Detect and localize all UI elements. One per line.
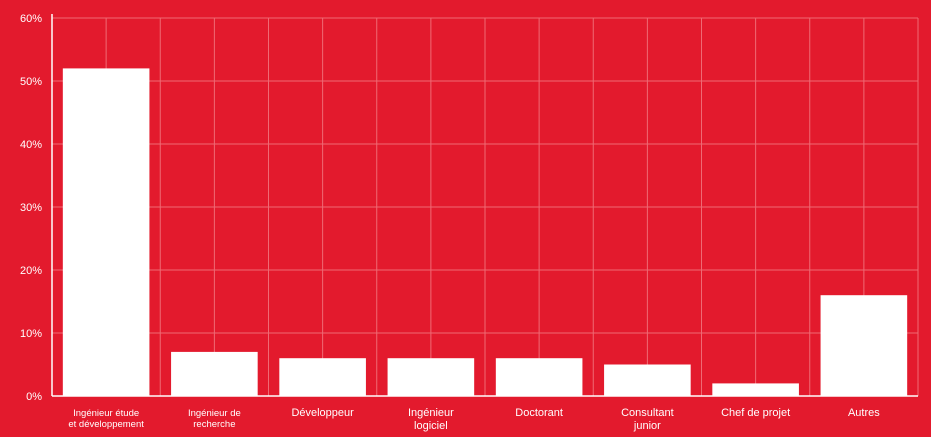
y-tick-label: 10% [20,328,42,340]
x-tick-label: Ingénieur de recherche [188,408,241,430]
y-tick-label: 50% [20,76,42,88]
x-tick-label: Doctorant [515,407,563,419]
bar [171,351,258,396]
gridlines [52,17,919,396]
y-tick-label: 60% [20,13,42,25]
x-tick-label: Autres [848,407,880,419]
category-labels: Ingénieur étude et développement Ingénieur… [68,407,880,432]
axes [51,14,918,397]
bar [820,295,908,396]
x-tick-label: Consultant junior [621,407,674,432]
x-tick-label: Chef de projet [721,407,790,419]
y-tick-label: 40% [20,139,42,151]
bar [279,358,366,396]
x-tick-label: Ingénieur logiciel [408,407,454,432]
y-tick-labels: 0% 10% 20% 30% 40% 50% 60% [20,13,42,403]
bar [387,358,475,396]
x-tick-label: Ingénieur étude et développement [68,408,144,430]
bars [62,68,908,397]
bar [712,383,799,396]
bar [495,358,583,396]
x-tick-label: Développeur [291,407,354,419]
bar [604,364,691,396]
y-tick-label: 30% [20,202,42,214]
y-tick-label: 0% [26,391,42,403]
y-tick-label: 20% [20,265,42,277]
bar [62,68,150,397]
